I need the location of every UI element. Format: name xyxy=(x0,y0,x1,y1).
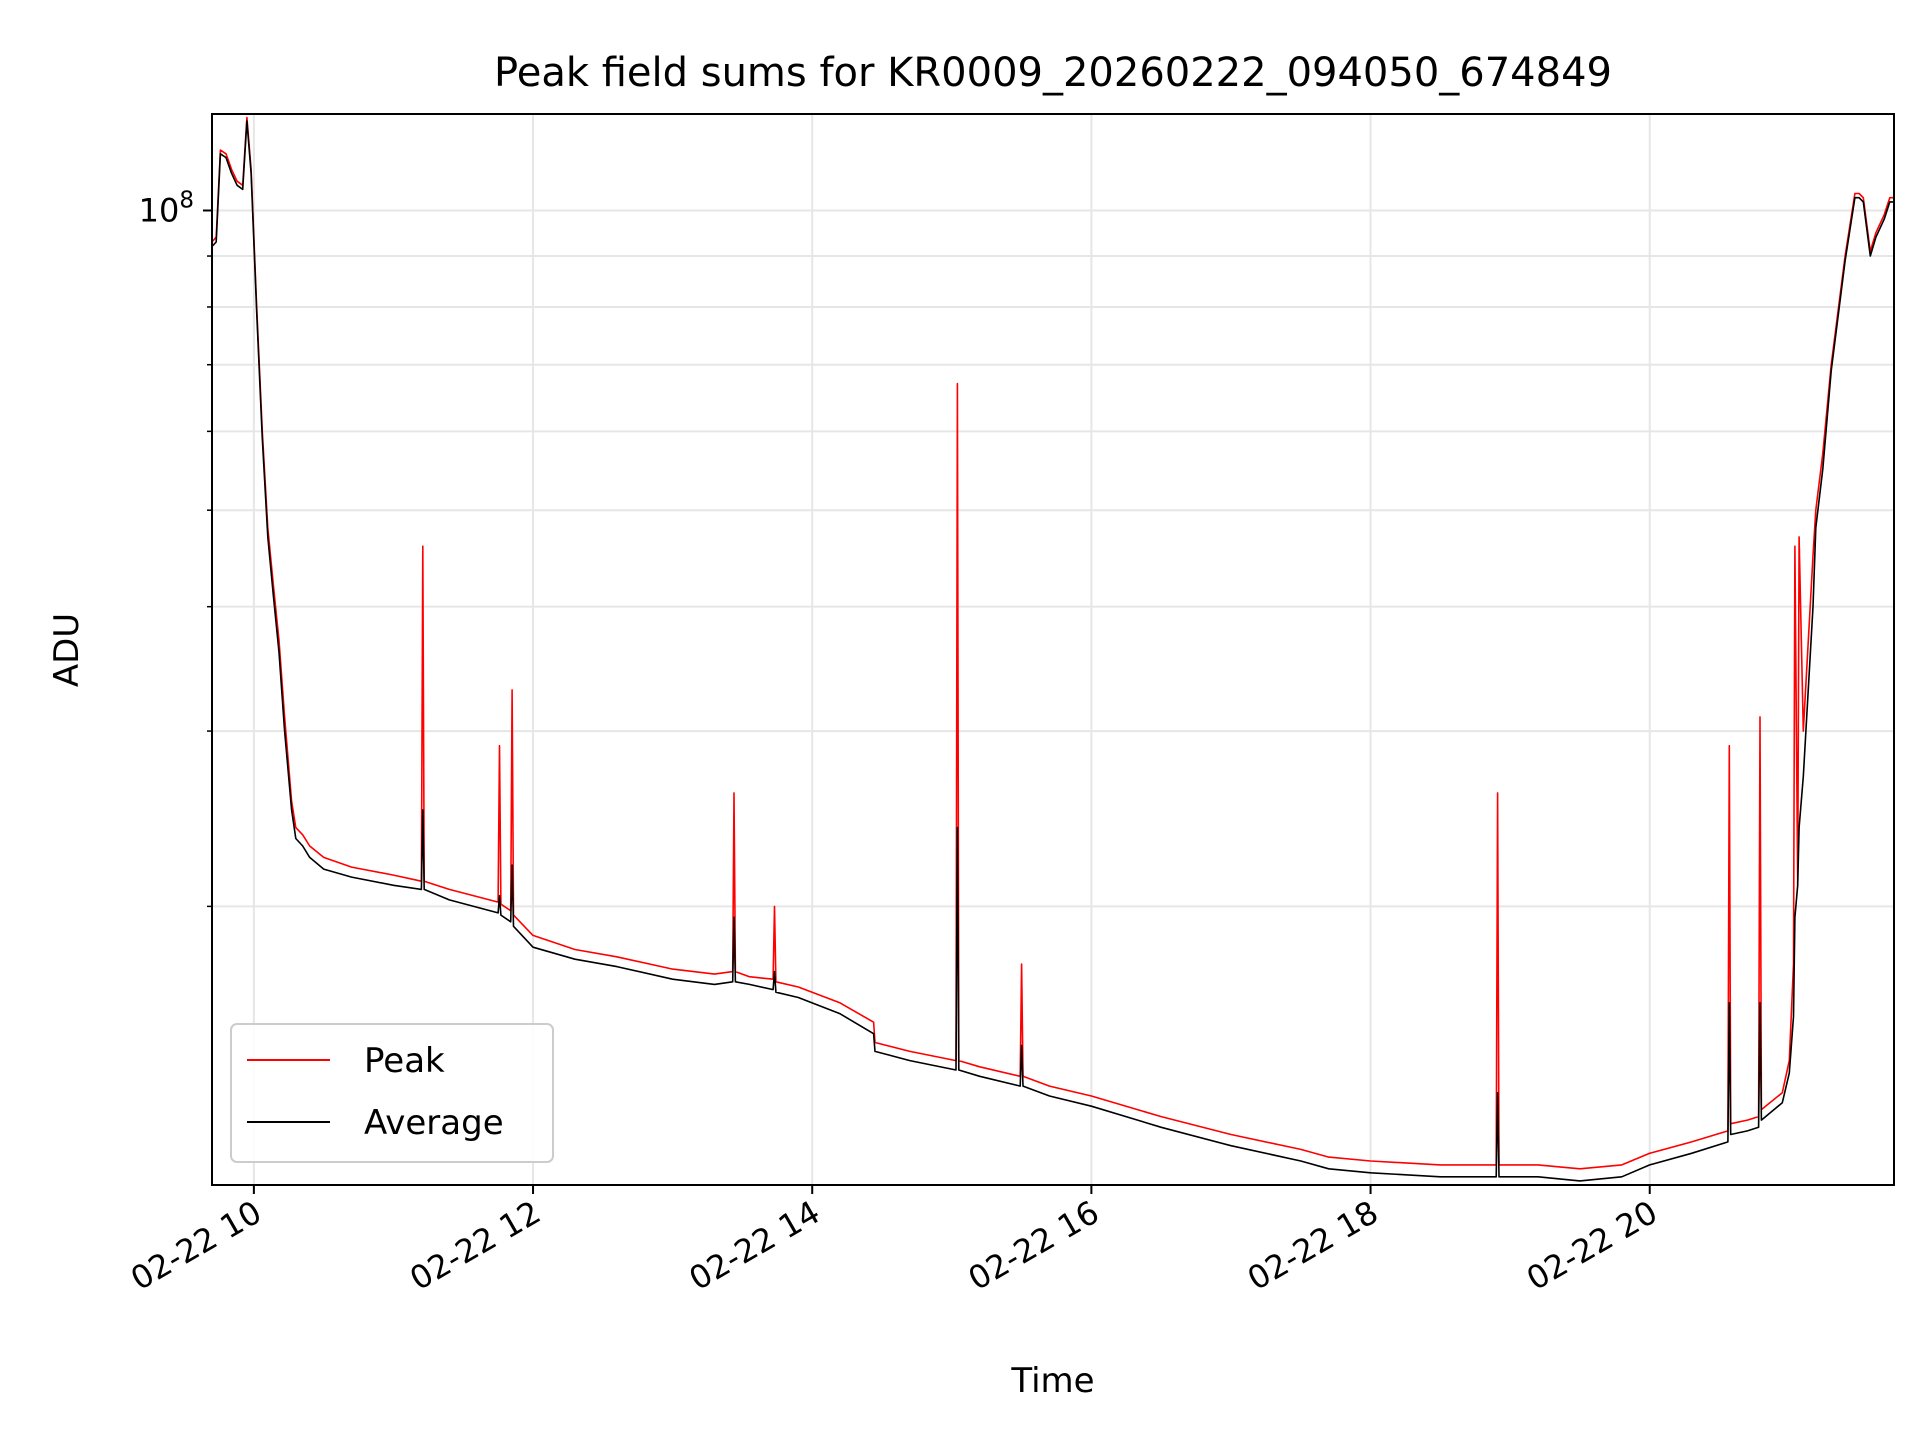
series-line-average xyxy=(211,120,1894,1182)
legend-box xyxy=(230,1023,554,1163)
series-layer xyxy=(211,116,1894,1182)
chart-title: Peak field sums for KR0009_20260222_0940… xyxy=(494,50,1612,96)
grid xyxy=(212,114,1894,1185)
legend: Peak Average xyxy=(230,1023,554,1163)
legend-label-peak: Peak xyxy=(364,1041,445,1081)
legend-label-average: Average xyxy=(364,1103,504,1143)
y-tick-label-0: 108 xyxy=(139,187,194,229)
plot-frame xyxy=(211,113,1895,1186)
x-axis-label: Time xyxy=(1010,1361,1094,1401)
y-axis-label: ADU xyxy=(47,613,87,687)
